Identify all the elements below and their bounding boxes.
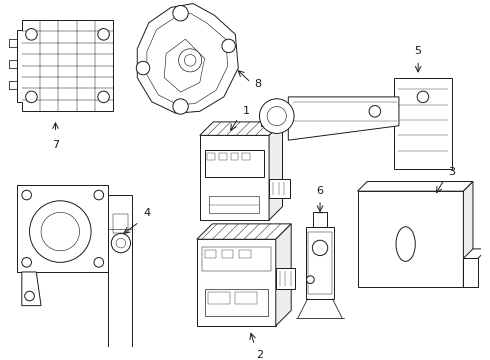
Bar bbox=[208, 292, 230, 304]
Bar bbox=[209, 196, 259, 213]
Polygon shape bbox=[164, 39, 205, 92]
Polygon shape bbox=[276, 268, 295, 289]
Circle shape bbox=[25, 28, 37, 40]
Bar bbox=[202, 247, 271, 271]
Circle shape bbox=[179, 49, 202, 72]
Circle shape bbox=[267, 107, 286, 126]
Circle shape bbox=[22, 257, 31, 267]
Text: 7: 7 bbox=[52, 140, 59, 150]
Bar bbox=[219, 153, 227, 160]
Circle shape bbox=[94, 190, 103, 200]
Polygon shape bbox=[110, 359, 129, 360]
Bar bbox=[222, 250, 233, 257]
Circle shape bbox=[136, 61, 150, 75]
Circle shape bbox=[222, 39, 235, 53]
Circle shape bbox=[259, 99, 294, 134]
Polygon shape bbox=[17, 185, 108, 272]
Circle shape bbox=[173, 99, 188, 114]
Ellipse shape bbox=[396, 227, 415, 261]
Circle shape bbox=[98, 28, 109, 40]
Circle shape bbox=[173, 5, 188, 21]
Polygon shape bbox=[464, 258, 478, 287]
Polygon shape bbox=[464, 249, 488, 258]
Polygon shape bbox=[147, 13, 228, 105]
Polygon shape bbox=[358, 191, 464, 287]
Circle shape bbox=[22, 190, 31, 200]
Polygon shape bbox=[108, 195, 132, 359]
Bar bbox=[231, 153, 238, 160]
Polygon shape bbox=[200, 135, 269, 220]
Text: 1: 1 bbox=[243, 106, 250, 116]
Circle shape bbox=[369, 105, 381, 117]
Polygon shape bbox=[197, 239, 276, 326]
Circle shape bbox=[111, 234, 130, 253]
Bar bbox=[113, 214, 127, 234]
Text: 6: 6 bbox=[317, 186, 323, 196]
Bar bbox=[235, 292, 257, 304]
Text: 2: 2 bbox=[257, 350, 264, 360]
Polygon shape bbox=[394, 78, 452, 169]
Polygon shape bbox=[200, 122, 283, 135]
Polygon shape bbox=[464, 181, 473, 287]
Bar bbox=[309, 231, 332, 294]
Bar bbox=[205, 250, 216, 257]
Text: 5: 5 bbox=[415, 46, 422, 57]
Polygon shape bbox=[358, 181, 473, 191]
Polygon shape bbox=[276, 224, 291, 326]
Bar bbox=[242, 153, 250, 160]
Circle shape bbox=[312, 240, 328, 256]
Polygon shape bbox=[313, 212, 327, 227]
Polygon shape bbox=[17, 20, 113, 111]
Bar bbox=[239, 250, 251, 257]
Polygon shape bbox=[288, 97, 399, 140]
Bar bbox=[261, 107, 279, 126]
Bar bbox=[207, 153, 215, 160]
Text: 3: 3 bbox=[448, 167, 455, 177]
Circle shape bbox=[41, 212, 79, 251]
Circle shape bbox=[116, 238, 126, 248]
Circle shape bbox=[25, 91, 37, 103]
Bar bbox=[205, 289, 268, 316]
Polygon shape bbox=[269, 122, 283, 220]
Circle shape bbox=[24, 291, 34, 301]
Circle shape bbox=[98, 91, 109, 103]
Polygon shape bbox=[306, 227, 335, 299]
Polygon shape bbox=[22, 272, 41, 306]
Circle shape bbox=[417, 91, 429, 103]
Polygon shape bbox=[137, 4, 238, 113]
Circle shape bbox=[29, 201, 91, 262]
Text: 8: 8 bbox=[255, 80, 262, 89]
Text: 4: 4 bbox=[143, 208, 150, 218]
Circle shape bbox=[184, 55, 196, 66]
Circle shape bbox=[94, 257, 103, 267]
Circle shape bbox=[307, 276, 314, 284]
Bar bbox=[205, 150, 264, 177]
Polygon shape bbox=[197, 224, 291, 239]
Polygon shape bbox=[269, 179, 290, 198]
